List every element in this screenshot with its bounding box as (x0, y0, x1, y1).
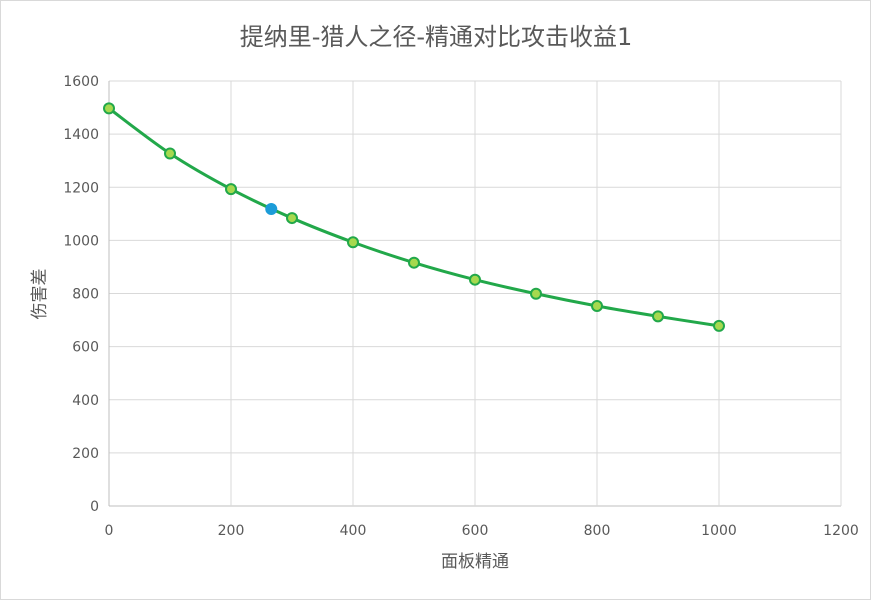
data-point (713, 319, 725, 332)
y-tick-label: 400 (72, 393, 99, 409)
y-tick-label: 1000 (63, 233, 99, 249)
data-point (347, 236, 359, 249)
data-point (408, 256, 420, 269)
chart-title: 提纳里-猎人之径-精通对比攻击收益1 (240, 23, 633, 51)
x-tick-label: 1200 (823, 523, 859, 539)
x-tick-label: 1000 (701, 523, 737, 539)
y-tick-label: 200 (72, 446, 99, 462)
data-point (591, 299, 603, 312)
y-tick-label: 600 (72, 340, 99, 356)
data-point (530, 287, 542, 300)
y-tick-label: 0 (90, 499, 99, 515)
data-point (164, 147, 176, 160)
data-point (469, 273, 481, 286)
x-tick-label: 600 (462, 523, 489, 539)
x-tick-label: 0 (105, 523, 114, 539)
y-tick-labels: 0 200 400 600 800 1000 1200 1400 1600 (63, 74, 99, 515)
series-layer (103, 102, 725, 332)
y-tick-label: 1400 (63, 127, 99, 143)
y-tick-label: 800 (72, 287, 99, 303)
y-tick-label: 1600 (63, 74, 99, 90)
data-point (652, 310, 664, 323)
y-axis-title: 伤害差 (30, 269, 50, 320)
y-tick-label: 1200 (63, 180, 99, 196)
data-point (103, 102, 115, 115)
x-tick-label: 200 (218, 523, 245, 539)
series-line-0 (108, 107, 720, 328)
data-point (265, 203, 278, 216)
x-axis-title: 面板精通 (441, 552, 509, 572)
data-point (286, 212, 298, 225)
x-tick-label: 800 (584, 523, 611, 539)
data-point (225, 183, 237, 196)
x-tick-label: 400 (340, 523, 367, 539)
gridlines (108, 80, 842, 507)
x-tick-labels: 0 200 400 600 800 1000 1200 (105, 523, 859, 539)
